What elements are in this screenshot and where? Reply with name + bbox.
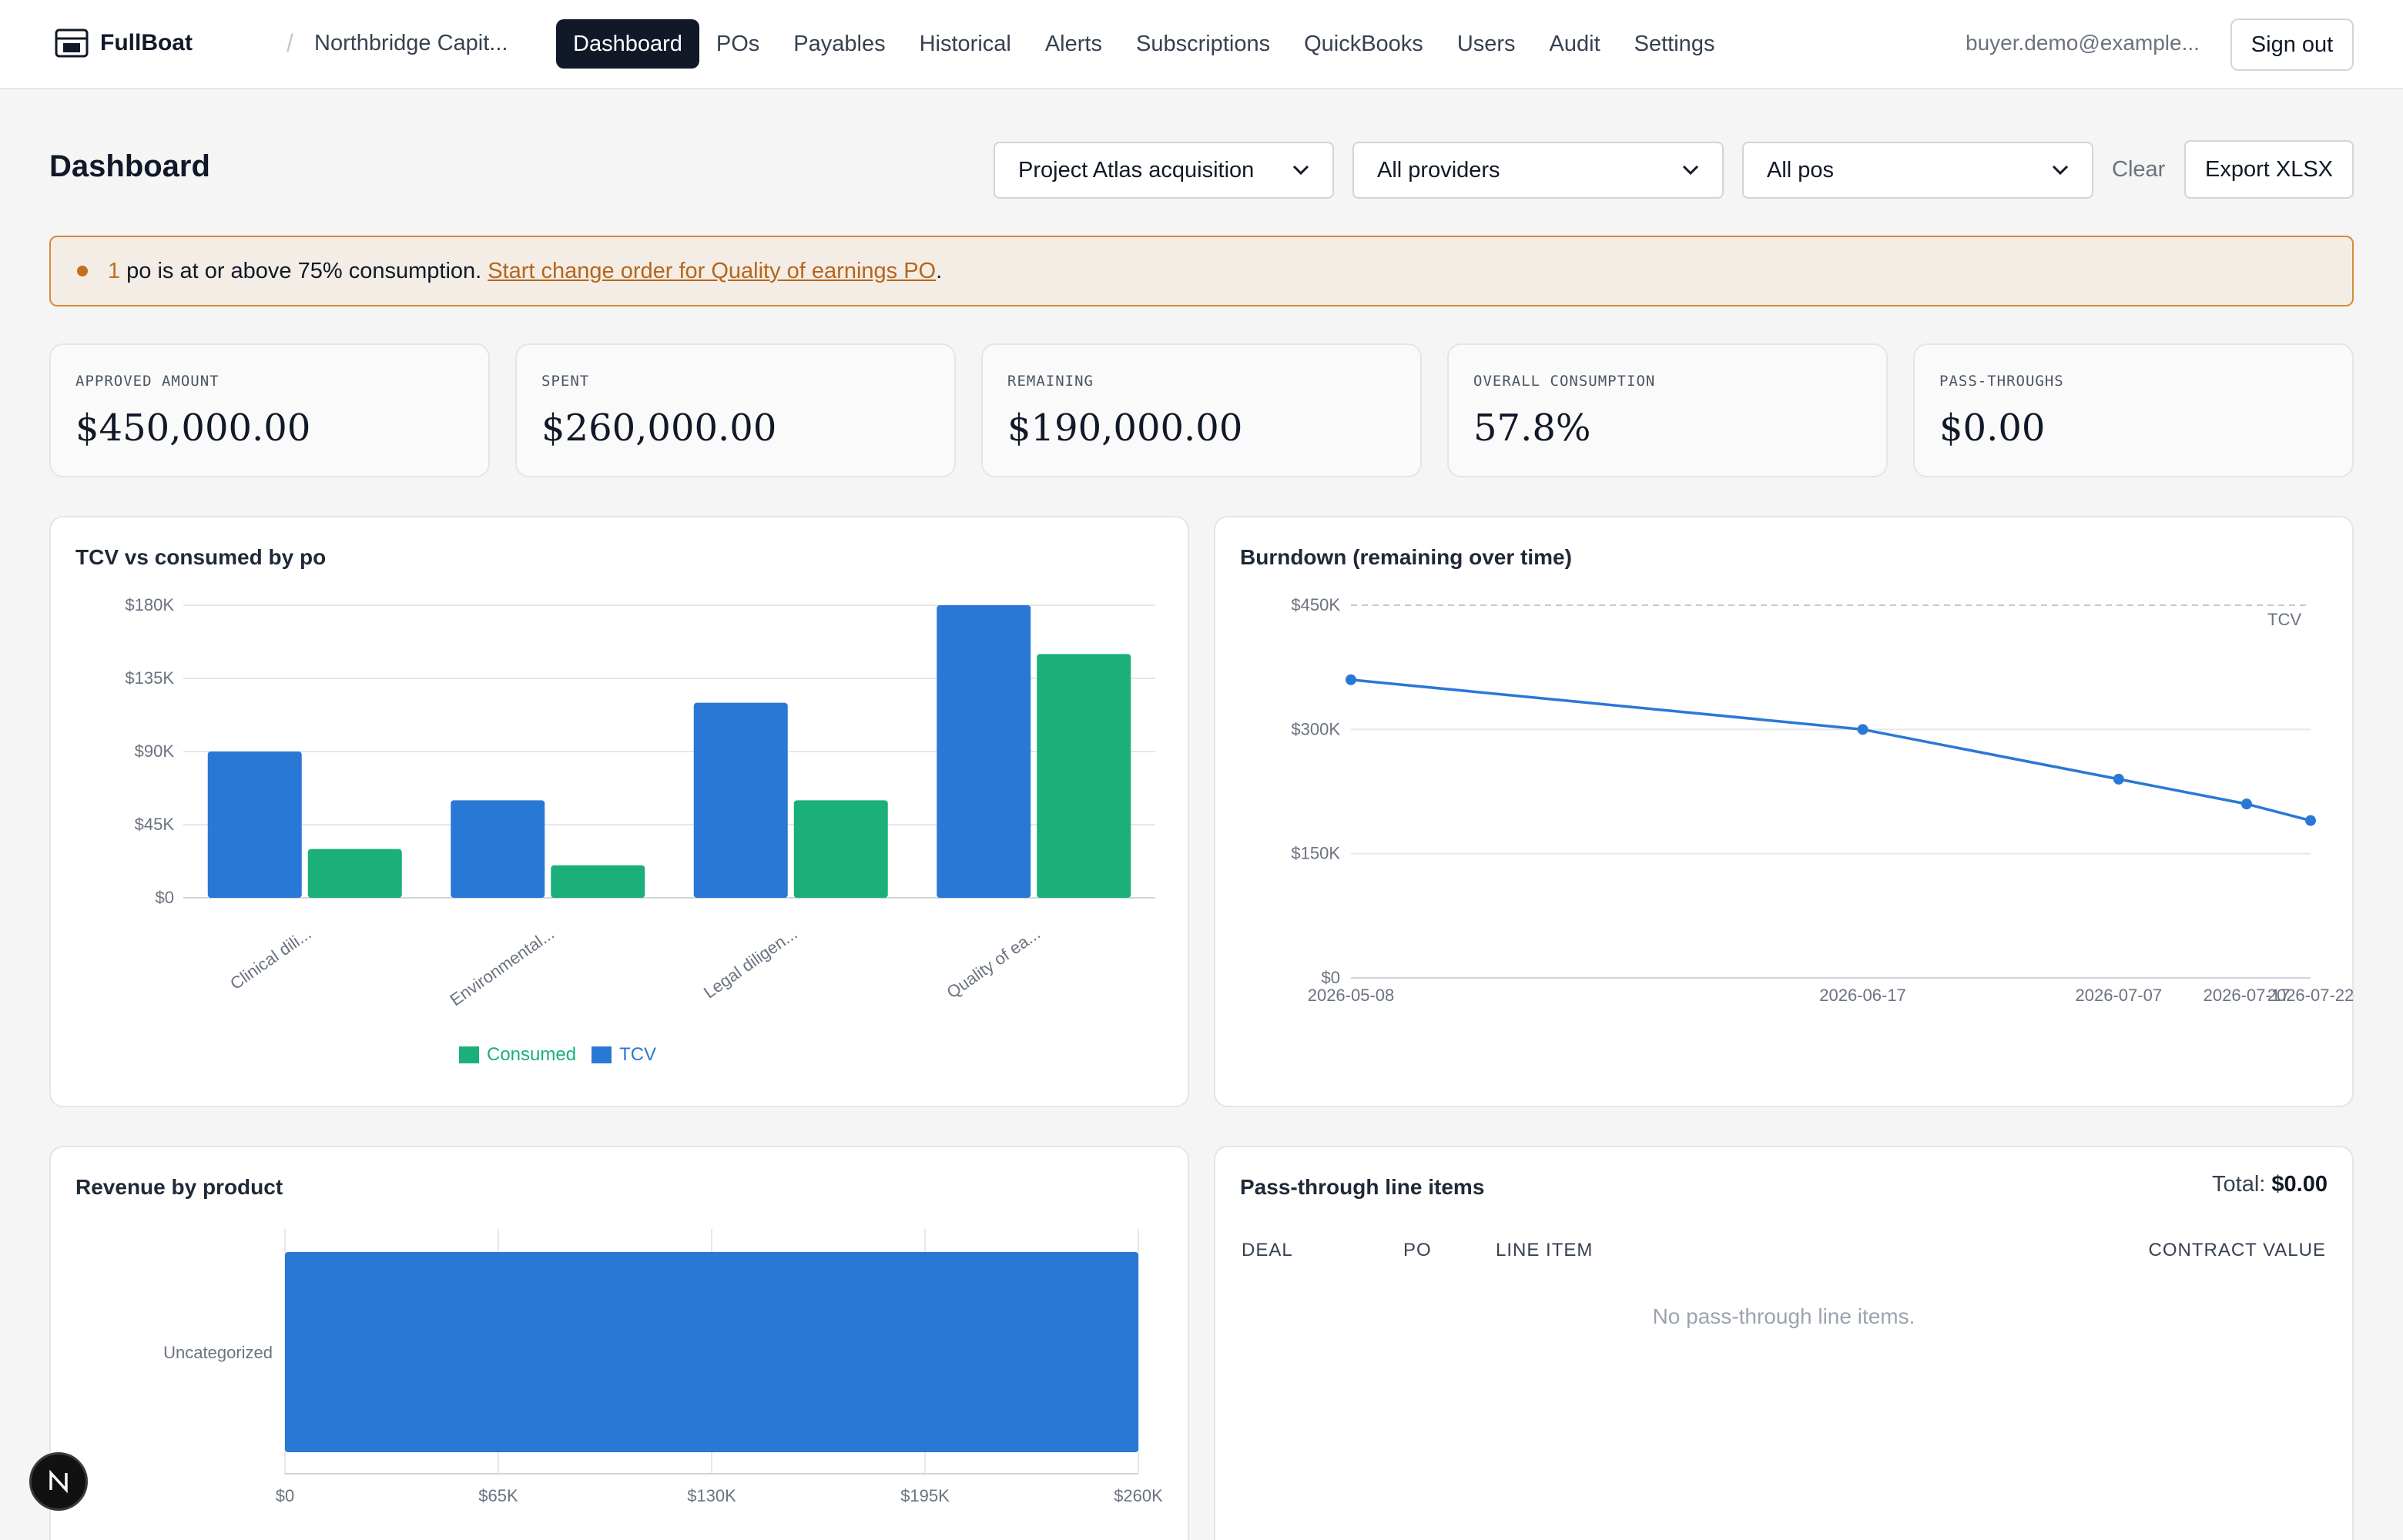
sign-out-button[interactable]: Sign out: [2230, 18, 2354, 71]
empty-state-text: No pass-through line items.: [1652, 1304, 1915, 1328]
main-nav: Dashboard POs Payables Historical Alerts Subs…: [556, 19, 1731, 69]
nav-link-pos[interactable]: POs: [716, 32, 760, 56]
stat-value: $190,000.00: [1007, 407, 1243, 450]
chevron-down-icon: [1682, 165, 1699, 176]
pass-through-panel: Pass-through line items Total: $0.00 DEA…: [1214, 1146, 2354, 1540]
provider-filter-select[interactable]: All providers: [1352, 142, 1724, 199]
page-title: Dashboard: [49, 149, 210, 183]
consumption-alert: 1 po is at or above 75% consumption. Sta…: [49, 236, 2354, 306]
clear-filters-link[interactable]: Clear: [2112, 157, 2166, 182]
breadcrumb-separator: /: [287, 29, 293, 57]
stat-value: $450,000.00: [75, 407, 311, 450]
column-header-line-item[interactable]: LINE ITEM: [1496, 1240, 1594, 1260]
total-value: $0.00: [2271, 1172, 2328, 1197]
brand[interactable]: FullBoat: [54, 28, 193, 59]
legend-swatch-tcv: [592, 1046, 612, 1063]
burndown-chart-panel: Burndown (remaining over time): [1214, 516, 2354, 1107]
stat-value: 57.8%: [1473, 407, 1591, 450]
tcv-chart-legend: Consumed TCV: [459, 1044, 672, 1066]
panel-title: Burndown (remaining over time): [1240, 545, 1572, 569]
next-logo-button[interactable]: [29, 1452, 88, 1511]
nav-link-historical[interactable]: Historical: [919, 32, 1011, 56]
stat-label: PASS-THROUGHS: [1939, 373, 2064, 390]
user-email: buyer.demo@example...: [1966, 31, 2200, 55]
provider-filter-value: All providers: [1377, 157, 1500, 182]
brand-name: FullBoat: [100, 30, 193, 55]
tcv-chart-panel: TCV vs consumed by po: [49, 516, 1189, 1107]
legend-label-consumed: Consumed: [487, 1044, 577, 1065]
column-header-contract-value[interactable]: CONTRACT VALUE: [2148, 1240, 2326, 1260]
revenue-chart-panel: Revenue by product: [49, 1146, 1189, 1540]
nav-link-payables[interactable]: Payables: [793, 32, 886, 56]
column-header-deal[interactable]: DEAL: [1242, 1240, 1293, 1260]
nav-link-audit[interactable]: Audit: [1549, 32, 1600, 56]
deal-filter-value: Project Atlas acquisition: [1018, 157, 1255, 182]
stat-label: APPROVED AMOUNT: [75, 373, 220, 390]
panel-title: Revenue by product: [75, 1175, 283, 1199]
pass-through-total: Total: $0.00: [2212, 1172, 2328, 1197]
legend-item-tcv[interactable]: TCV: [592, 1044, 656, 1066]
total-label: Total:: [2212, 1172, 2266, 1197]
next-logo-icon: [49, 1469, 68, 1494]
panel-title: Pass-through line items: [1240, 1175, 1485, 1199]
legend-swatch-consumed: [459, 1046, 479, 1063]
stat-value: $0.00: [1939, 407, 2046, 450]
alert-count: 1: [108, 258, 121, 283]
column-header-po[interactable]: PO: [1403, 1240, 1432, 1260]
alert-text: po is at or above 75% consumption.: [126, 258, 482, 283]
po-filter-select[interactable]: All pos: [1742, 142, 2093, 199]
nav-link-settings[interactable]: Settings: [1634, 32, 1715, 56]
stat-label: REMAINING: [1007, 373, 1094, 390]
stat-label: SPENT: [541, 373, 590, 390]
po-filter-value: All pos: [1767, 157, 1835, 182]
nav-link-alerts[interactable]: Alerts: [1044, 32, 1102, 56]
deal-filter-select[interactable]: Project Atlas acquisition: [994, 142, 1334, 199]
top-navigation: FullBoat / Northbridge Capit... Dashboar…: [0, 0, 2403, 89]
change-order-link[interactable]: Start change order for Quality of earnin…: [488, 258, 937, 283]
stat-card-approved: APPROVED AMOUNT $450,000.00: [49, 343, 490, 477]
nav-link-subscriptions[interactable]: Subscriptions: [1135, 32, 1271, 56]
nav-link-dashboard[interactable]: Dashboard: [556, 19, 699, 69]
stat-value: $260,000.00: [541, 407, 777, 450]
alert-suffix: .: [936, 258, 943, 283]
export-xlsx-button[interactable]: Export XLSX: [2184, 140, 2354, 199]
stat-card-remaining: REMAINING $190,000.00: [981, 343, 1422, 477]
chevron-down-icon: [2052, 165, 2069, 176]
stat-card-consumption: OVERALL CONSUMPTION 57.8%: [1447, 343, 1888, 477]
warning-dot-icon: [77, 266, 88, 276]
nav-link-users[interactable]: Users: [1456, 32, 1516, 56]
legend-item-consumed[interactable]: Consumed: [459, 1044, 576, 1066]
stat-card-pass-throughs: PASS-THROUGHS $0.00: [1913, 343, 2354, 477]
boat-logo-icon: [55, 28, 89, 58]
stat-label: OVERALL CONSUMPTION: [1473, 373, 1656, 390]
panel-title: TCV vs consumed by po: [75, 545, 327, 569]
chevron-down-icon: [1292, 165, 1309, 176]
nav-link-quickbooks[interactable]: QuickBooks: [1304, 32, 1423, 56]
stat-card-spent: SPENT $260,000.00: [515, 343, 956, 477]
legend-label-tcv: TCV: [619, 1044, 657, 1065]
org-switcher[interactable]: Northbridge Capit...: [314, 31, 508, 55]
